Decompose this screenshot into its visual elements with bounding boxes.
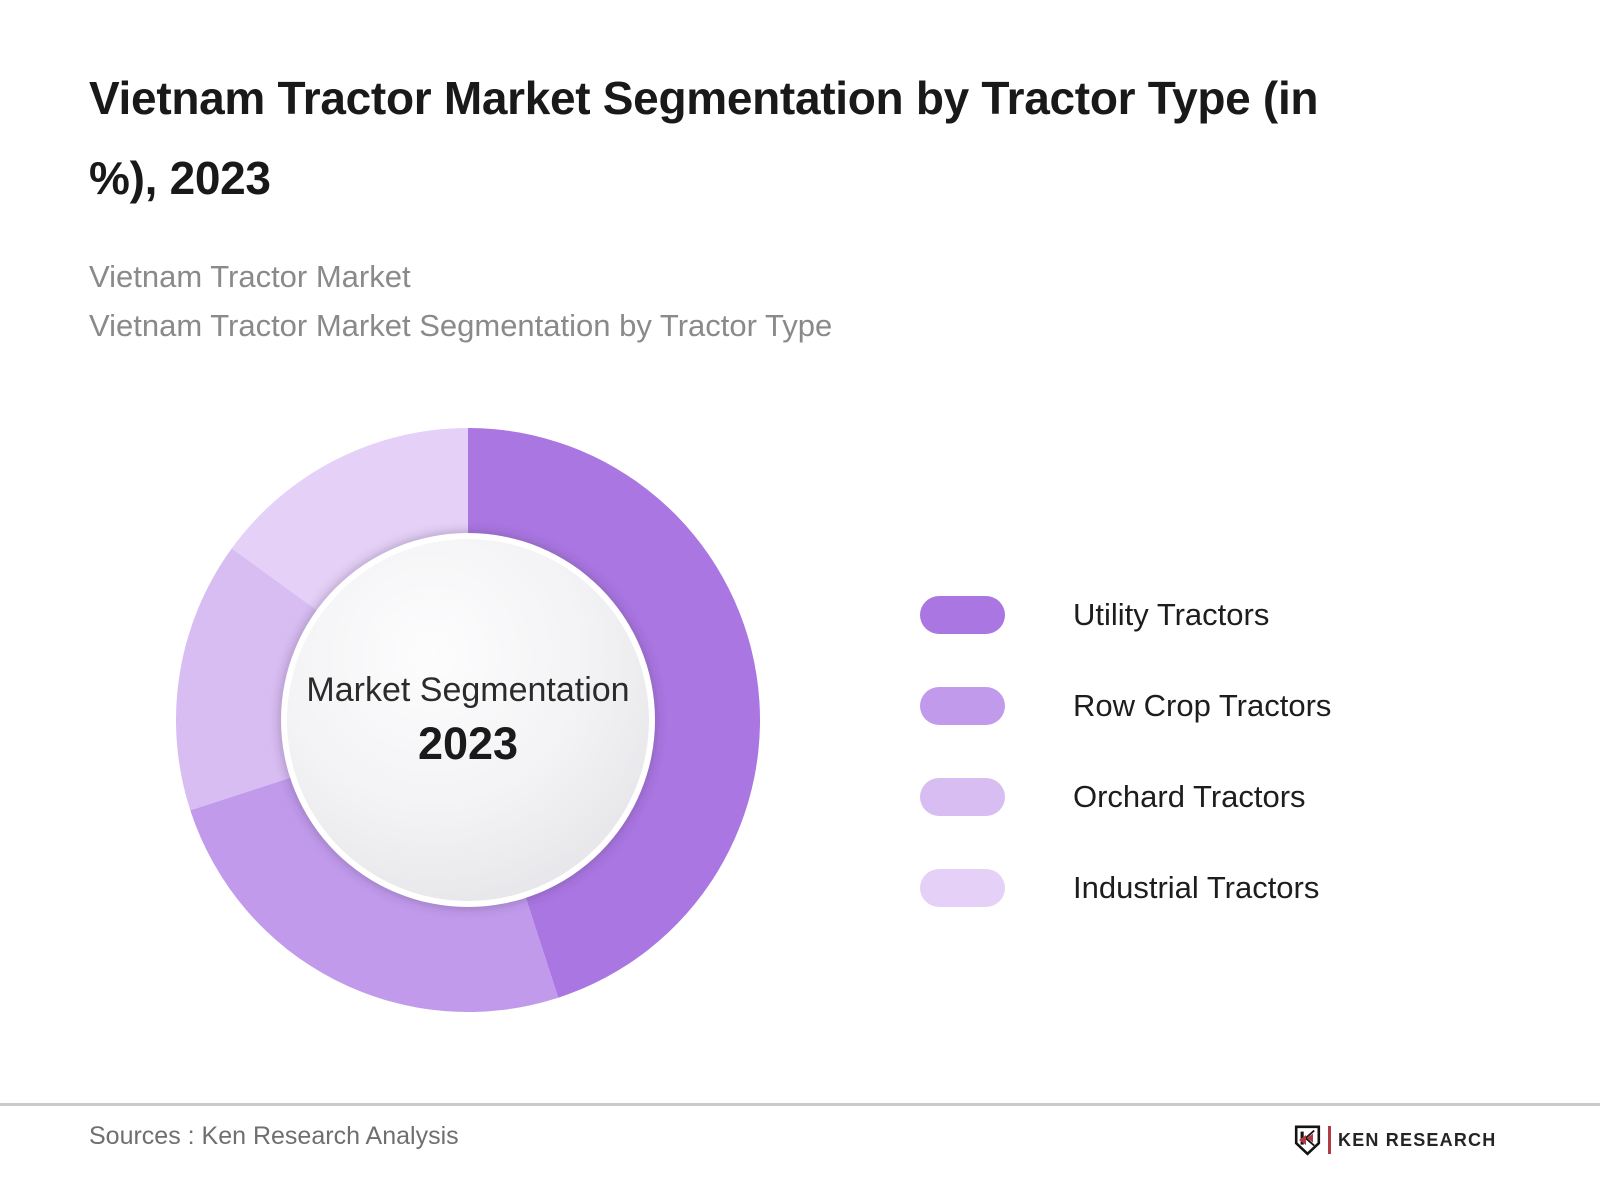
donut-chart: Market Segmentation 2023 (176, 428, 760, 1012)
page-title-line1: Vietnam Tractor Market Segmentation by T… (89, 72, 1319, 124)
sources-text: Sources : Ken Research Analysis (89, 1122, 459, 1150)
center-circle (287, 539, 649, 901)
legend-swatch (920, 596, 1005, 634)
legend-item-utility-tractors: Utility Tractors (920, 596, 1331, 634)
ken-research-logo: KEN RESEARCH (1294, 1118, 1496, 1162)
brand-k-accent (1299, 1135, 1306, 1145)
chart-legend: Utility Tractors Row Crop Tractors Orchard… (920, 596, 1331, 960)
footer-divider (0, 1103, 1600, 1106)
legend-swatch (920, 778, 1005, 816)
legend-label: Industrial Tractors (1073, 870, 1320, 905)
logo-divider (1328, 1126, 1331, 1154)
page-subtitle-line1: Vietnam Tractor Market (89, 259, 411, 294)
legend-item-orchard-tractors: Orchard Tractors (920, 778, 1331, 816)
legend-item-row-crop-tractors: Row Crop Tractors (920, 687, 1331, 725)
page-title-line2: %), 2023 (89, 152, 271, 204)
legend-label: Row Crop Tractors (1073, 688, 1332, 723)
page-subtitle: Vietnam Tractor Market Vietnam Tractor M… (89, 252, 832, 350)
page-title: Vietnam Tractor Market Segmentation by T… (89, 58, 1539, 218)
donut-svg (176, 428, 760, 1012)
legend-swatch (920, 687, 1005, 725)
page-subtitle-line2: Vietnam Tractor Market Segmentation by T… (89, 308, 833, 343)
legend-label: Utility Tractors (1073, 597, 1270, 632)
legend-label: Orchard Tractors (1073, 779, 1306, 814)
brand-text: KEN RESEARCH (1338, 1129, 1497, 1150)
legend-item-industrial-tractors: Industrial Tractors (920, 869, 1331, 907)
legend-swatch (920, 869, 1005, 907)
